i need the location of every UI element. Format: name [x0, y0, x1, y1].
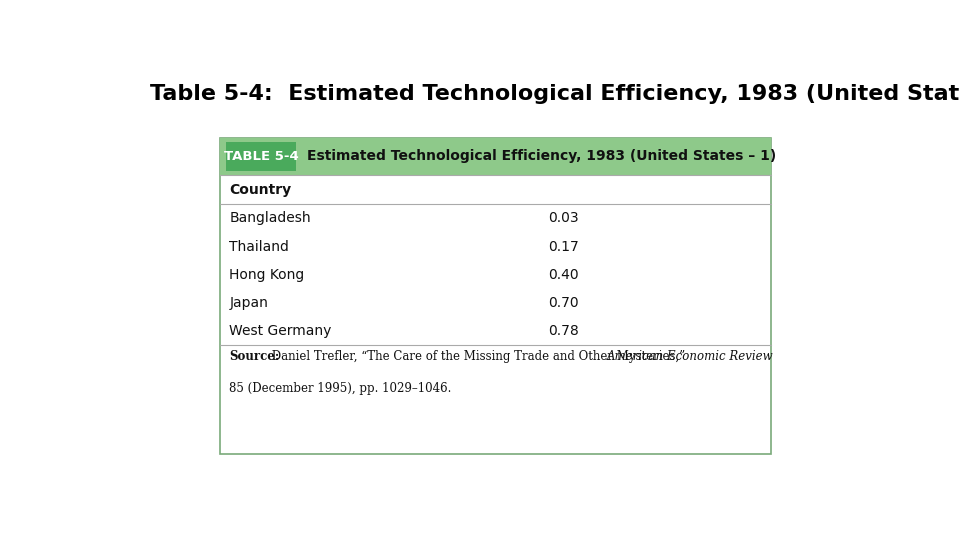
Text: Japan: Japan	[229, 296, 268, 310]
Text: 0.70: 0.70	[548, 296, 579, 310]
Text: Bangladesh: Bangladesh	[229, 211, 311, 225]
Text: Table 5-4:  Estimated Technological Efficiency, 1983 (United States = 1): Table 5-4: Estimated Technological Effic…	[150, 84, 960, 104]
Text: American Economic Review: American Economic Review	[607, 350, 773, 363]
Text: 0.17: 0.17	[548, 240, 579, 253]
Text: 85 (December 1995), pp. 1029–1046.: 85 (December 1995), pp. 1029–1046.	[229, 382, 452, 395]
Text: Daniel Trefler, “The Care of the Missing Trade and Other Mysteries,”: Daniel Trefler, “The Care of the Missing…	[268, 350, 689, 363]
Text: Estimated Technological Efficiency, 1983 (United States – 1): Estimated Technological Efficiency, 1983…	[307, 149, 777, 163]
Text: West Germany: West Germany	[229, 325, 332, 339]
Bar	[221, 138, 771, 175]
Text: 0.40: 0.40	[548, 268, 579, 282]
Text: Thailand: Thailand	[229, 240, 289, 253]
Text: 0.03: 0.03	[548, 211, 579, 225]
Text: TABLE 5-4: TABLE 5-4	[224, 150, 299, 163]
Text: Hong Kong: Hong Kong	[229, 268, 304, 282]
Text: 0.78: 0.78	[548, 325, 579, 339]
Bar	[226, 141, 297, 171]
Text: Source:: Source:	[229, 350, 279, 363]
Text: Country: Country	[229, 183, 292, 197]
